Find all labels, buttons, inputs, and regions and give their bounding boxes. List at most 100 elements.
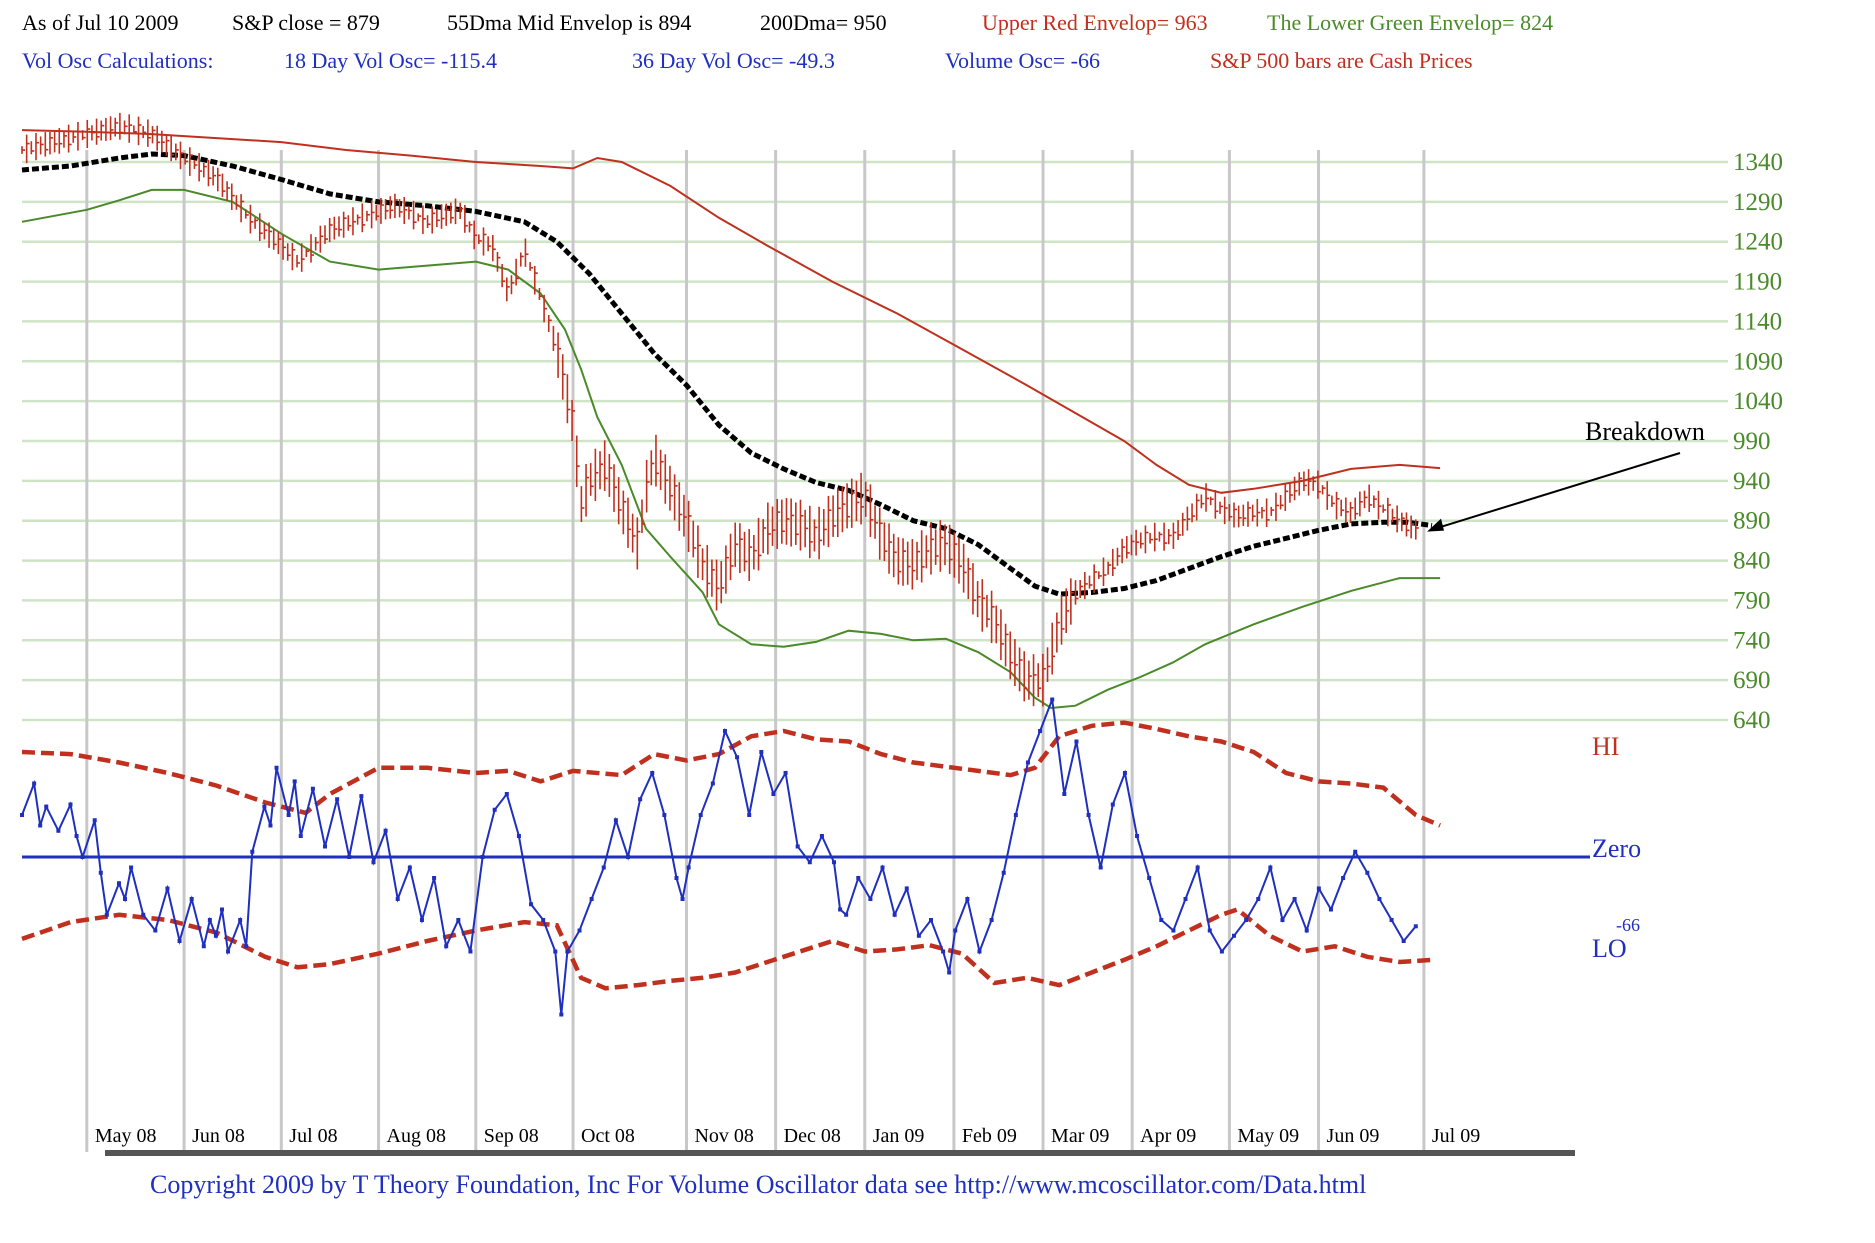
oscillator-point (1110, 802, 1115, 807)
oscillator-point (662, 813, 667, 817)
header-asof: As of Jul 10 2009 (22, 10, 179, 35)
oscillator-point (838, 907, 843, 912)
oscillator-point (189, 897, 194, 901)
oscillator-point (74, 834, 79, 838)
y-tick-640: 640 (1733, 707, 1771, 734)
header-vol18: 18 Day Vol Osc= -115.4 (284, 48, 498, 73)
breakdown-annotation: Breakdown (1585, 417, 1705, 446)
y-tick-940: 940 (1733, 468, 1771, 495)
oscillator-point (323, 844, 328, 849)
header-upper-red: Upper Red Envelop= 963 (982, 10, 1208, 35)
oscillator-point (292, 779, 297, 784)
oscillator-point (492, 807, 497, 812)
oscillator-point (795, 844, 800, 849)
oscillator-point (1219, 949, 1224, 954)
oscillator-point (1025, 760, 1030, 765)
label-last-value: -66 (1616, 915, 1640, 935)
oscillator-point (1280, 918, 1285, 922)
label-lo: LO (1592, 934, 1627, 963)
oscillator-point (759, 750, 764, 754)
oscillator-point (783, 771, 788, 775)
label-zero: Zero (1592, 834, 1641, 863)
oscillator-point (504, 792, 509, 796)
oscillator-point (141, 912, 146, 917)
header-cash-note: S&P 500 bars are Cash Prices (1210, 48, 1473, 73)
lower-envelope-line (21, 188, 1441, 710)
oscillator-point (219, 907, 224, 912)
y-tick-1090: 1090 (1733, 348, 1783, 375)
month-label-6: Nov 08 (694, 1125, 753, 1147)
month-label-9: Feb 09 (962, 1125, 1017, 1147)
oscillator-point (116, 881, 121, 886)
oscillator-point (207, 918, 212, 922)
oscillator-point (844, 912, 849, 917)
oscillator-point (1341, 876, 1346, 880)
oscillator-point (1001, 870, 1006, 875)
oscillator-point (395, 897, 400, 901)
oscillator-point (553, 949, 558, 954)
oscillator-point (1328, 907, 1333, 912)
oscillator-point (92, 818, 97, 823)
oscillator-point (347, 855, 352, 859)
y-tick-1290: 1290 (1733, 189, 1783, 216)
month-label-0: May 08 (95, 1125, 157, 1147)
oscillator-point (529, 902, 534, 907)
breakdown-arrow-line (1434, 452, 1681, 530)
oscillator-point (1256, 897, 1261, 901)
header-mid-envelop: 55Dma Mid Envelop is 894 (447, 10, 692, 35)
oscillator-point (929, 918, 934, 922)
oscillator-point (1244, 918, 1249, 922)
oscillator-point (1159, 918, 1164, 922)
oscillator-point (868, 897, 873, 901)
oscillator-point (80, 855, 85, 859)
oscillator-point (1304, 928, 1309, 933)
oscillator-point (880, 865, 885, 870)
month-label-4: Sep 08 (484, 1125, 539, 1147)
mid-envelope-line (21, 151, 1433, 597)
oscillator-point (1050, 697, 1055, 702)
y-tick-990: 990 (1733, 428, 1771, 455)
copyright-notice: Copyright 2009 by T Theory Foundation, I… (150, 1170, 1367, 1199)
oscillator-point (32, 781, 37, 786)
oscillator-point (710, 781, 715, 786)
oscillator-point (1171, 928, 1176, 933)
oscillator-point (1232, 933, 1237, 938)
month-label-1: Jun 08 (192, 1125, 245, 1147)
oscillator-point (371, 860, 376, 865)
y-tick-1190: 1190 (1733, 269, 1782, 296)
oscillator-point (698, 813, 703, 817)
upper-envelope-line (21, 129, 1441, 494)
oscillator-point (892, 912, 897, 917)
oscillator-point (819, 834, 824, 838)
label-hi: HI (1592, 732, 1619, 761)
oscillator-point (262, 804, 267, 809)
oscillator-point (541, 918, 546, 922)
oscillator-point (268, 823, 273, 828)
month-label-11: Apr 09 (1140, 1125, 1196, 1147)
oscillator-point (56, 828, 61, 833)
oscillator-point (735, 755, 740, 760)
oscillator-point (650, 771, 655, 775)
oscillator-point (565, 949, 570, 954)
y-tick-1340: 1340 (1733, 149, 1783, 176)
month-label-5: Oct 08 (581, 1125, 635, 1147)
oscillator-point (559, 1012, 564, 1017)
oscillator-point (1316, 886, 1321, 891)
oscillator-point (383, 828, 388, 833)
y-tick-890: 890 (1733, 508, 1771, 535)
oscillator-point (722, 729, 727, 733)
oscillator-point (977, 949, 982, 954)
header-sp-close: S&P close = 879 (232, 10, 380, 35)
oscillator-point (1413, 924, 1418, 929)
oscillator-point (444, 944, 449, 949)
oscillator-point (213, 933, 218, 938)
oscillator-point (1268, 865, 1273, 870)
oscillator-point (953, 928, 958, 933)
y-tick-1040: 1040 (1733, 388, 1783, 415)
y-tick-690: 690 (1733, 667, 1771, 694)
oscillator-point (310, 786, 315, 791)
oscillator-point (177, 939, 182, 943)
oscillator-point (238, 918, 243, 922)
oscillator-point (965, 897, 970, 901)
